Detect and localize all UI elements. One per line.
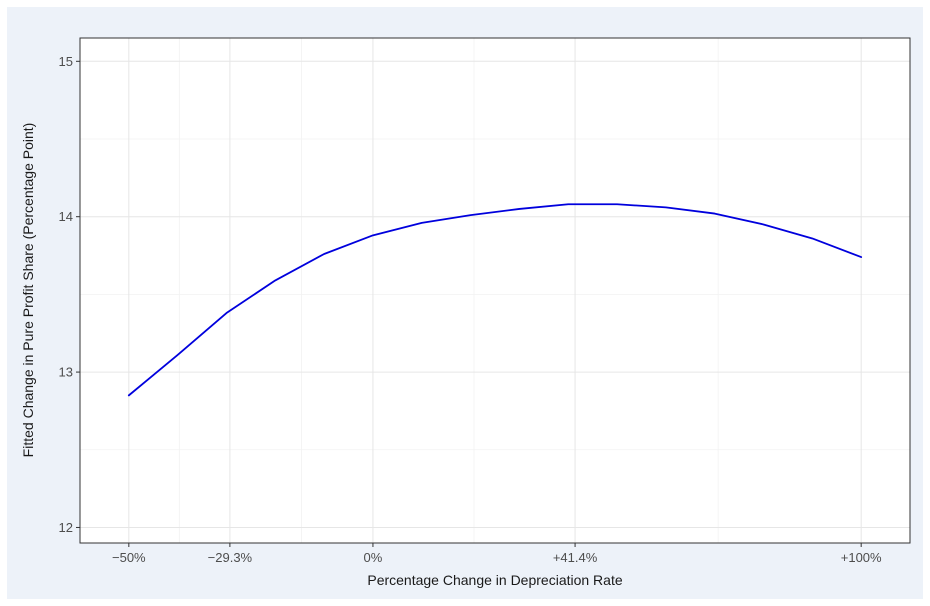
series-line [127, 203, 863, 397]
y-tick-label: 14 [59, 209, 73, 224]
y-tick-labels: 12 13 14 15 [59, 54, 73, 535]
line-chart: −50% −29.3% 0% +41.4% +100% 12 13 14 15 Percent… [20, 37, 911, 588]
x-tick-label: −29.3% [208, 550, 253, 565]
major-gridlines [80, 38, 910, 543]
y-axis-title: Fitted Change in Pure Profit Share (Perc… [20, 123, 36, 458]
x-axis-title: Percentage Change in Depreciation Rate [367, 572, 622, 588]
y-tick-label: 13 [59, 365, 73, 380]
x-tick-label: +100% [841, 550, 882, 565]
axis-ticks [76, 60, 862, 547]
chart-frame: −50% −29.3% 0% +41.4% +100% 12 13 14 15 Percent… [7, 7, 923, 599]
plot-border [79, 37, 911, 544]
y-tick-label: 12 [59, 520, 73, 535]
minor-gridlines [80, 38, 910, 543]
x-tick-label: −50% [112, 550, 146, 565]
x-tick-labels: −50% −29.3% 0% +41.4% +100% [112, 550, 882, 565]
series-layer [127, 203, 863, 397]
plot-background [80, 38, 910, 543]
y-tick-label: 15 [59, 54, 73, 69]
x-tick-label: +41.4% [553, 550, 598, 565]
x-tick-label: 0% [364, 550, 383, 565]
